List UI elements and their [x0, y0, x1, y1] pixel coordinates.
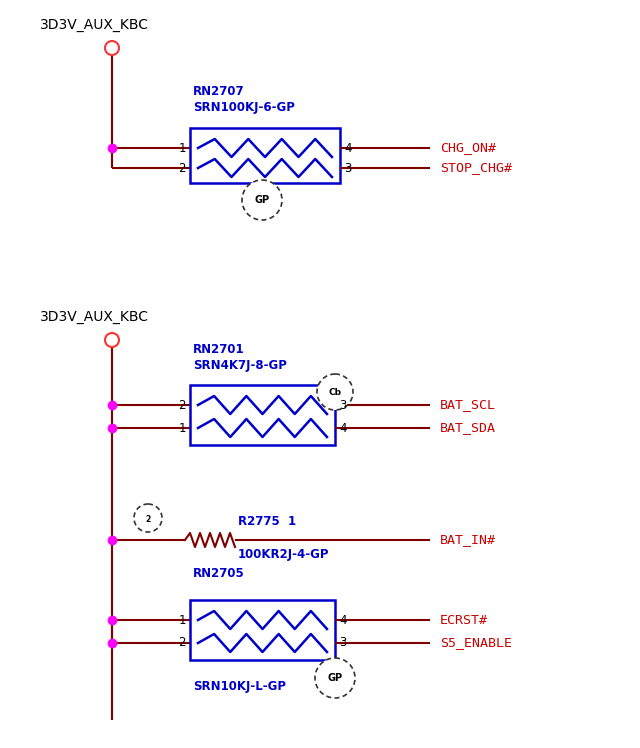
Text: 100KR2J-4-GP: 100KR2J-4-GP — [238, 548, 330, 561]
Text: 4: 4 — [339, 422, 346, 435]
Text: 3D3V_AUX_KBC: 3D3V_AUX_KBC — [40, 18, 149, 32]
Text: 2: 2 — [179, 399, 186, 411]
Circle shape — [317, 374, 353, 410]
Text: 1: 1 — [179, 141, 186, 155]
Bar — [190, 128, 340, 183]
Circle shape — [315, 658, 355, 698]
Text: 3: 3 — [339, 637, 346, 649]
Bar — [190, 600, 335, 660]
Text: 2: 2 — [179, 162, 186, 174]
Text: ECRST#: ECRST# — [440, 613, 488, 627]
Text: R2775  1: R2775 1 — [238, 515, 296, 528]
Text: 3: 3 — [344, 162, 351, 174]
Circle shape — [134, 504, 162, 532]
Text: STOP_CHG#: STOP_CHG# — [440, 162, 512, 174]
Text: RN2705: RN2705 — [193, 567, 244, 580]
Text: Cb: Cb — [328, 387, 342, 396]
Text: SRN10KJ-L-GP: SRN10KJ-L-GP — [193, 680, 286, 693]
Text: BAT_SDA: BAT_SDA — [440, 422, 496, 435]
Text: SRN100KJ-6-GP: SRN100KJ-6-GP — [193, 101, 295, 114]
Text: S5_ENABLE: S5_ENABLE — [440, 637, 512, 649]
Text: SRN4K7J-8-GP: SRN4K7J-8-GP — [193, 359, 287, 372]
Text: 3D3V_AUX_KBC: 3D3V_AUX_KBC — [40, 310, 149, 324]
Bar — [190, 385, 335, 445]
Text: CHG_ON#: CHG_ON# — [440, 141, 496, 155]
Text: RN2707: RN2707 — [193, 85, 244, 98]
Text: BAT_SCL: BAT_SCL — [440, 399, 496, 411]
Text: 4: 4 — [344, 141, 351, 155]
Text: 1: 1 — [179, 422, 186, 435]
Text: RN2701: RN2701 — [193, 343, 244, 356]
Text: GP: GP — [328, 673, 342, 683]
Text: 3: 3 — [339, 399, 346, 411]
Text: 1: 1 — [179, 613, 186, 627]
Text: 4: 4 — [339, 613, 346, 627]
Text: BAT_IN#: BAT_IN# — [440, 533, 496, 547]
Text: GP: GP — [255, 195, 269, 205]
Circle shape — [242, 180, 282, 220]
Text: 2: 2 — [179, 637, 186, 649]
Text: 2: 2 — [145, 515, 150, 524]
